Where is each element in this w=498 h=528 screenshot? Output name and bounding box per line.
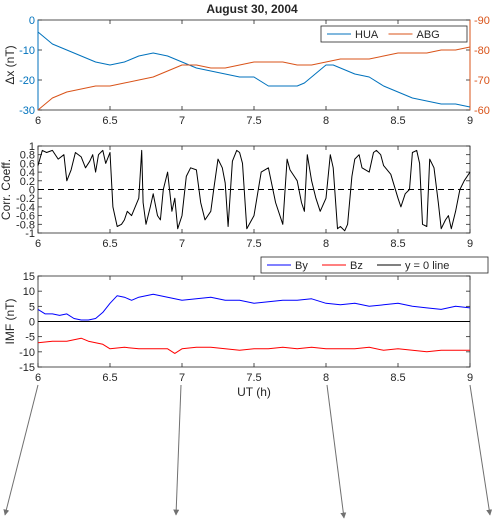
x-tick-label: 8 — [323, 372, 329, 384]
y-tick-label: -1 — [25, 228, 35, 240]
panel-1: 6 6.5 7 7.5 8 8.5 9 0 -10 -20 -30 -60 -70 -80 -90 Δx (n… — [3, 15, 490, 127]
series-hua — [37, 31, 471, 108]
annotation-arrow — [469, 384, 493, 516]
x-tick-label: 7.5 — [246, 115, 261, 127]
x-tick-label: 9 — [467, 372, 473, 384]
y-tick-label: -20 — [19, 75, 35, 87]
legend: HUA ABG — [320, 25, 468, 43]
y-tick-label: -0.2 — [16, 193, 35, 205]
x-tick-label: 6 — [35, 238, 41, 250]
legend-entry: ABG — [417, 29, 440, 41]
y-tick-label: -15 — [19, 362, 35, 374]
legend-entry: By — [295, 260, 308, 272]
x-tick-label: 7 — [179, 372, 185, 384]
y-tick-label: 0 — [29, 15, 35, 27]
x-tick-label: 7 — [179, 238, 185, 250]
y-tick-label: 5 — [29, 301, 35, 313]
y-tick-label: -0.6 — [16, 211, 35, 223]
y-tick-label: 10 — [23, 286, 35, 298]
x-tick-label: 7 — [179, 115, 185, 127]
series-abg — [37, 46, 471, 111]
legend-entry: Bz — [350, 260, 363, 272]
x-tick-label: 6.5 — [102, 115, 117, 127]
y-tick-label: -10 — [19, 45, 35, 57]
y2-tick-label: -60 — [474, 105, 490, 117]
x-tick-label: 9 — [467, 115, 473, 127]
y-axis-label: Corr. Coeff. — [0, 159, 13, 220]
x-tick-label: 8 — [323, 115, 329, 127]
annotation-arrow — [326, 384, 347, 519]
x-tick-label: 8.5 — [390, 238, 405, 250]
legend-entry: HUA — [355, 29, 379, 41]
y-tick-label: -0.4 — [16, 202, 35, 214]
y-tick-label: 1 — [29, 141, 35, 153]
y-tick-label: 0 — [29, 185, 35, 197]
x-tick-label: 6 — [35, 115, 41, 127]
x-tick-label: 7.5 — [246, 238, 261, 250]
annotation-arrow — [3, 384, 39, 516]
x-tick-label: 6.5 — [102, 372, 117, 384]
y-axis-label: IMF (nT) — [3, 299, 17, 345]
y-tick-label: -0.8 — [16, 219, 35, 231]
y-tick-label: 0 — [29, 317, 35, 329]
y-axis-label: Δx (nT) — [3, 45, 17, 84]
series-bz — [37, 337, 470, 354]
series-line — [37, 149, 471, 232]
y-tick-label: -30 — [19, 105, 35, 117]
y2-tick-label: -70 — [474, 75, 490, 87]
y-tick-label: 0.2 — [20, 176, 35, 188]
x-tick-label: 8.5 — [390, 115, 405, 127]
x-tick-label: 8.5 — [390, 372, 405, 384]
legend: By Bz y = 0 line — [260, 256, 489, 274]
y-tick-label: 15 — [23, 271, 35, 283]
legend-entry: y = 0 line — [405, 260, 449, 272]
panel-3: 6 6.5 7 7.5 8 8.5 9 15 10 5 0 -5 -10 -15 IMF (nT) UT (h… — [3, 256, 489, 399]
legend-box — [260, 256, 489, 274]
y-tick-label: -10 — [19, 347, 35, 359]
x-tick-label: 9 — [467, 238, 473, 250]
y2-tick-label: -90 — [474, 15, 490, 27]
x-tick-label: 8 — [323, 238, 329, 250]
x-tick-label: 6 — [35, 372, 41, 384]
x-axis-label: UT (h) — [237, 385, 271, 399]
series-by — [37, 293, 471, 321]
x-tick-label: 7.5 — [246, 372, 261, 384]
annotation-arrows — [3, 384, 493, 519]
panel-2: 6 6.5 7 7.5 8 8.5 910.80.60.40.20-0.2-0.4-0.6-… — [0, 141, 473, 250]
annotation-arrow — [173, 384, 182, 516]
y2-tick-label: -80 — [474, 45, 490, 57]
y-tick-label: 0.4 — [20, 167, 35, 179]
y-tick-label: 0.8 — [20, 150, 35, 162]
x-tick-label: 6.5 — [102, 238, 117, 250]
y-tick-label: 0.6 — [20, 158, 35, 170]
y-tick-label: -5 — [25, 332, 35, 344]
figure-title: August 30, 2004 — [206, 2, 298, 16]
